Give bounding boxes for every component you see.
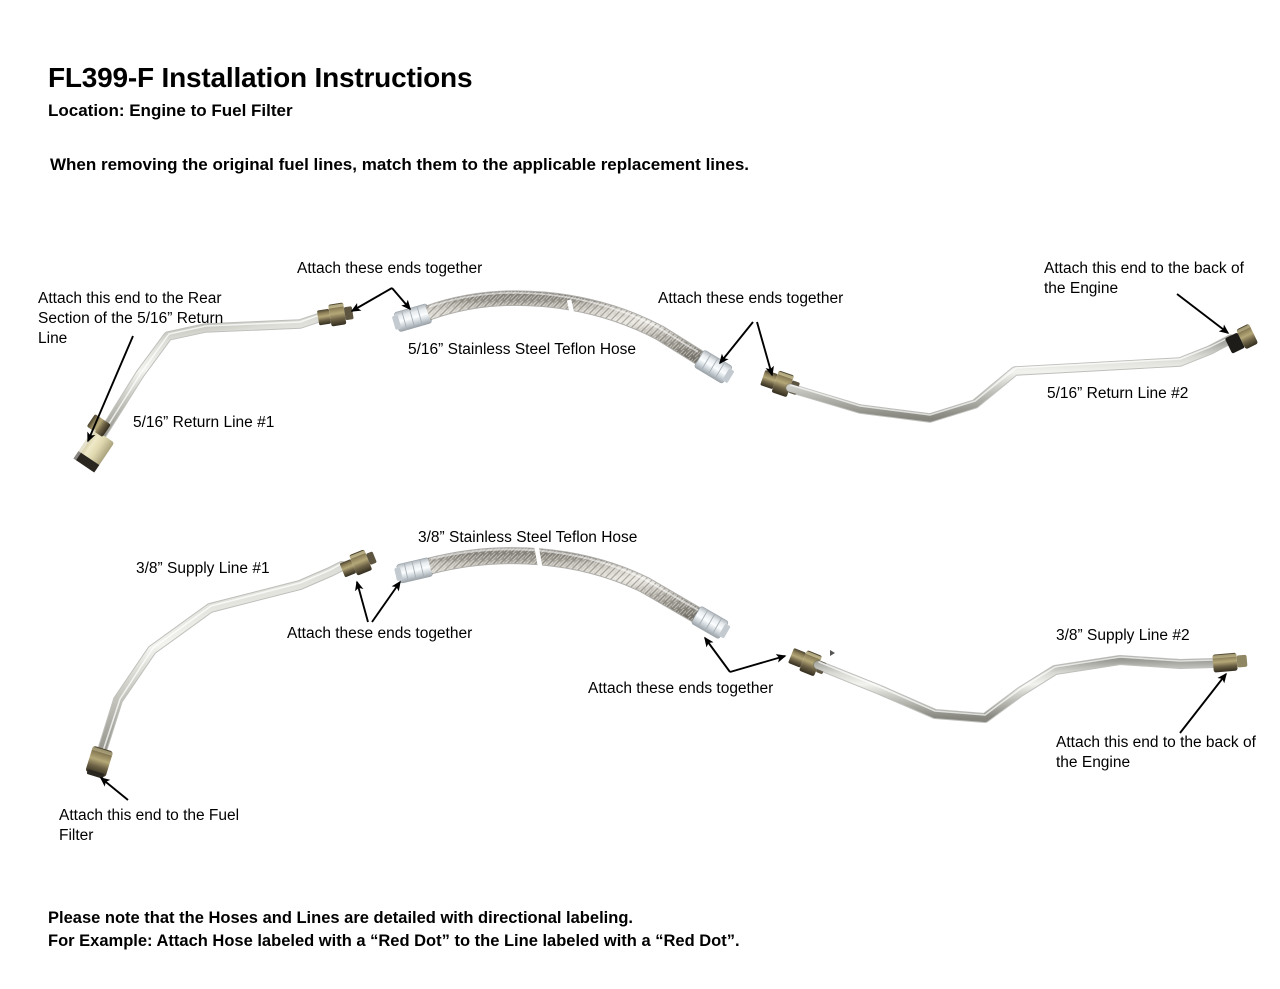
return-line-2-male-fitting — [760, 370, 800, 397]
return-line-2-engine-fitting — [1225, 324, 1258, 354]
callout-return-join-right: Attach these ends together — [658, 290, 844, 307]
callout-supply-engine-back: Attach this end to the back of the Engin… — [1056, 734, 1256, 771]
callout-supply-join-left: Attach these ends together — [287, 625, 473, 642]
primary-instruction: When removing the original fuel lines, m… — [50, 155, 750, 174]
callout-supply-join-right: Attach these ends together — [588, 680, 774, 697]
return-line-1-male-fitting — [317, 302, 354, 327]
supply-hose-right-end-fitting — [691, 606, 731, 639]
supply-line-2-directional-mark — [830, 650, 835, 656]
footer-note-line-2: For Example: Attach Hose labeled with a … — [48, 932, 740, 950]
part-label-return-line-2: 5/16” Return Line #2 — [1047, 385, 1189, 402]
supply-line-2-engine-fitting — [1212, 652, 1248, 673]
part-label-supply-line-2: 3/8” Supply Line #2 — [1056, 627, 1190, 644]
supply-line-2-tube — [813, 655, 1220, 723]
page-subtitle-location: Location: Engine to Fuel Filter — [48, 101, 293, 120]
callout-return-rear-section: Attach this end to the Rear Section of t… — [38, 290, 224, 347]
callout-return-engine-back: Attach this end to the back of the Engin… — [1044, 260, 1244, 297]
supply-hose-left-end-fitting — [394, 557, 433, 584]
return-hose-right-end-fitting — [694, 350, 734, 384]
supply-line-1-tube — [95, 561, 347, 762]
part-label-return-line-1: 5/16” Return Line #1 — [133, 414, 275, 431]
supply-line-2-male-fitting — [788, 648, 827, 676]
return-hose-left-end-fitting — [392, 303, 432, 332]
part-label-return-hose: 5/16” Stainless Steel Teflon Hose — [408, 341, 637, 358]
return-line-2-tube — [785, 334, 1236, 423]
callout-return-join-left: Attach these ends together — [297, 260, 483, 277]
page-title: FL399-F Installation Instructions — [48, 62, 473, 93]
footer-note-line-1: Please note that the Hoses and Lines are… — [48, 909, 633, 927]
callout-supply-fuel-filter: Attach this end to the Fuel Filter — [59, 807, 240, 844]
part-label-supply-hose: 3/8” Stainless Steel Teflon Hose — [418, 529, 638, 546]
supply-line-1-fuel-filter-fitting — [86, 746, 113, 779]
return-line-1-end-fitting — [73, 414, 114, 473]
part-label-supply-line-1: 3/8” Supply Line #1 — [136, 560, 270, 577]
supply-line-1-male-fitting — [339, 549, 377, 577]
